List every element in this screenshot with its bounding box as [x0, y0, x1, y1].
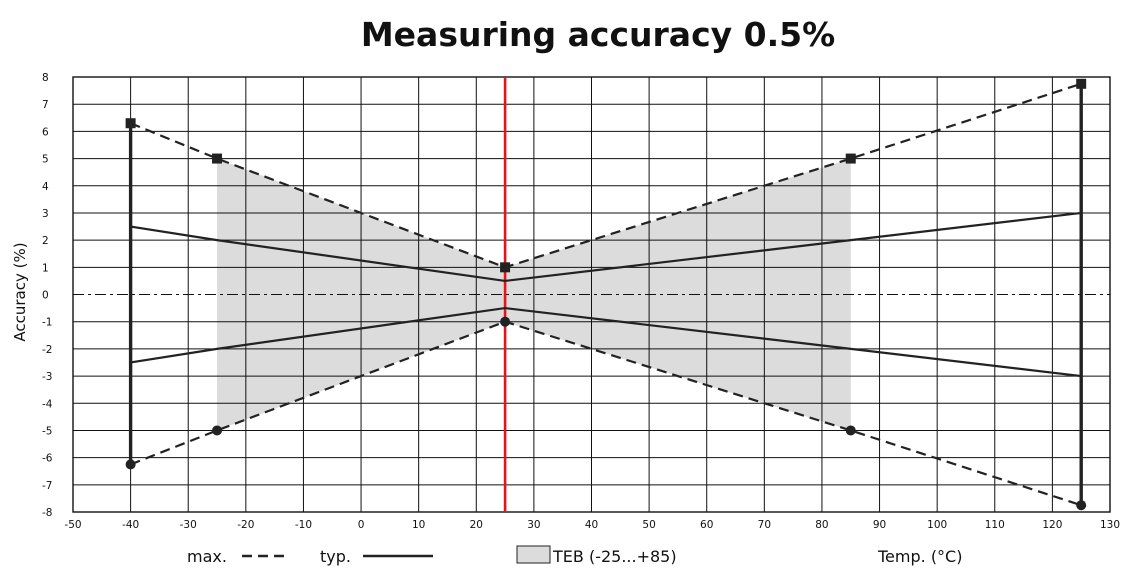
x-tick-label: 110	[985, 519, 1005, 531]
x-tick-label: -30	[180, 519, 197, 531]
x-tick-label: -20	[237, 519, 254, 531]
max-lower-marker	[1076, 500, 1087, 511]
max-upper-marker	[125, 118, 136, 129]
x-tick-label: 40	[585, 519, 598, 531]
y-tick-label: 1	[42, 262, 49, 274]
y-tick-label: -7	[42, 480, 52, 492]
y-tick-label: 3	[42, 208, 49, 220]
typ-series-line	[130, 211, 1082, 283]
x-tick-label: 0	[358, 519, 365, 531]
max-upper-marker	[1076, 78, 1087, 89]
y-tick-label: -4	[42, 398, 53, 410]
plot-frame	[72, 76, 1111, 513]
max-lower-marker	[500, 316, 511, 327]
x-tick-label: -50	[64, 519, 81, 531]
y-tick-label: 6	[42, 126, 49, 138]
typ-series-line	[130, 306, 1082, 378]
y-tick-label: -5	[42, 425, 52, 437]
max-upper-marker	[212, 153, 223, 164]
y-axis-label: Accuracy (%)	[11, 242, 29, 341]
max-lower-marker	[845, 425, 856, 436]
y-tick-label: -1	[42, 317, 52, 329]
max-upper-marker	[500, 262, 511, 273]
y-tick-label: -2	[42, 344, 52, 356]
y-tick-label: 5	[42, 154, 49, 166]
y-tick-label: 2	[42, 235, 49, 247]
x-tick-label: 70	[758, 519, 771, 531]
x-tick-label: 30	[527, 519, 540, 531]
x-tick-label: 80	[815, 519, 828, 531]
x-tick-label: 100	[927, 519, 947, 531]
y-tick-label: 8	[42, 72, 49, 84]
legend: max. typ. TEB (-25...+85)	[187, 545, 677, 566]
legend-typ-label: typ.	[320, 547, 351, 566]
y-tick-label: -6	[42, 453, 53, 465]
y-tick-label: -8	[42, 507, 52, 519]
max-upper-marker	[845, 153, 856, 164]
x-tick-label: 50	[642, 519, 655, 531]
x-tick-label: 120	[1042, 519, 1062, 531]
max-lower-marker	[212, 425, 223, 436]
marker-layer	[125, 78, 1087, 511]
x-tick-label: 10	[412, 519, 425, 531]
x-tick-label: -10	[295, 519, 312, 531]
x-tick-label: -40	[122, 519, 139, 531]
x-tick-label: 20	[470, 519, 483, 531]
x-tick-label: 90	[873, 519, 886, 531]
legend-max-label: max.	[187, 547, 227, 566]
y-tick-label: 0	[42, 290, 49, 302]
tick-label-layer: -50 -40 -30 -20 -10 0 10 20 30 40 50 60 70 80 90 100 110…	[42, 72, 1120, 531]
y-tick-label: -3	[42, 371, 52, 383]
legend-band-swatch	[516, 545, 551, 564]
grid-layer	[72, 76, 1111, 513]
x-tick-label: 130	[1100, 519, 1120, 531]
max-lower-marker	[125, 459, 136, 470]
y-tick-label: 4	[42, 181, 49, 193]
y-tick-label: 7	[42, 99, 49, 111]
chart-title: Measuring accuracy 0.5%	[361, 15, 835, 54]
x-tick-label: 60	[700, 519, 713, 531]
x-axis-label: Temp. (°C)	[877, 547, 962, 566]
legend-band-label: TEB (-25...+85)	[552, 547, 677, 566]
